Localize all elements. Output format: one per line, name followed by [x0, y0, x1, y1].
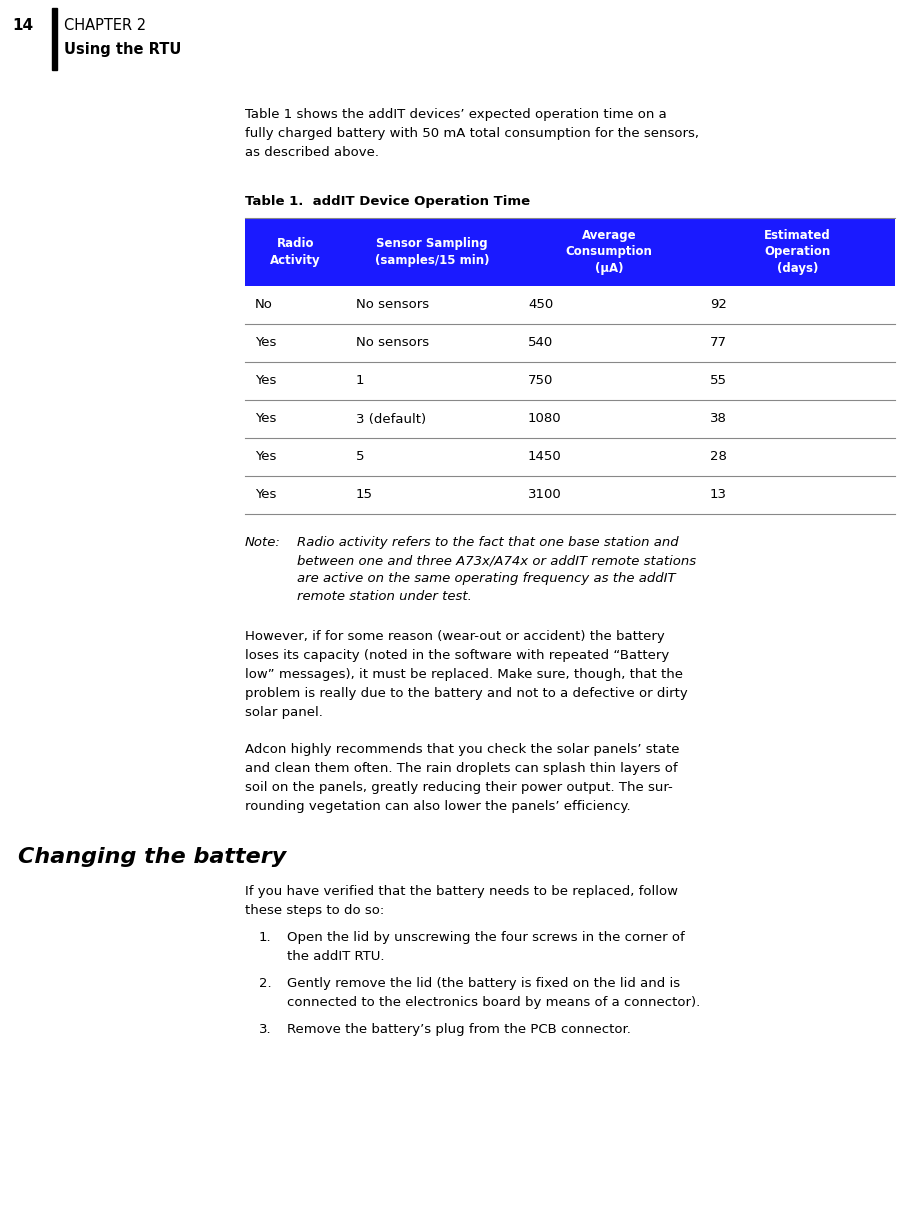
Text: 14: 14 [12, 18, 33, 33]
Text: Average
Consumption
(µA): Average Consumption (µA) [566, 229, 652, 275]
Text: Radio activity refers to the fact that one base station and: Radio activity refers to the fact that o… [297, 536, 679, 549]
Bar [245, 362, 895, 400]
Text: and clean them often. The rain droplets can splash thin layers of: and clean them often. The rain droplets … [245, 762, 678, 775]
Text: 77: 77 [710, 336, 727, 349]
Text: 13: 13 [710, 488, 727, 501]
Text: 1: 1 [356, 375, 364, 388]
Text: Gently remove the lid (the battery is fixed on the lid and is: Gently remove the lid (the battery is fi… [287, 977, 681, 991]
Text: No sensors: No sensors [356, 299, 429, 312]
Text: the addIT RTU.: the addIT RTU. [287, 950, 384, 963]
Text: Using the RTU: Using the RTU [64, 42, 181, 57]
Bar [245, 286, 895, 324]
Bar [245, 476, 895, 515]
Text: Yes: Yes [255, 488, 276, 501]
Bar [245, 324, 895, 362]
Text: Yes: Yes [255, 451, 276, 464]
Text: 540: 540 [528, 336, 553, 349]
Text: Adcon highly recommends that you check the solar panels’ state: Adcon highly recommends that you check t… [245, 743, 680, 756]
Text: 2.: 2. [259, 977, 271, 991]
Text: 92: 92 [710, 299, 727, 312]
Text: Yes: Yes [255, 375, 276, 388]
Text: Yes: Yes [255, 336, 276, 349]
Text: Table 1.  addIT Device Operation Time: Table 1. addIT Device Operation Time [245, 195, 530, 208]
Text: However, if for some reason (wear-out or accident) the battery: However, if for some reason (wear-out or… [245, 630, 665, 643]
Text: Yes: Yes [255, 412, 276, 425]
Text: 450: 450 [528, 299, 553, 312]
Text: 28: 28 [710, 451, 727, 464]
Text: 5: 5 [356, 451, 364, 464]
Text: Note:: Note: [245, 536, 281, 549]
Text: 3.: 3. [259, 1023, 271, 1036]
Text: Sensor Sampling
(samples/15 min): Sensor Sampling (samples/15 min) [374, 237, 489, 266]
Text: 15: 15 [356, 488, 373, 501]
Text: CHAPTER 2: CHAPTER 2 [64, 18, 146, 33]
Text: fully charged battery with 50 mA total consumption for the sensors,: fully charged battery with 50 mA total c… [245, 127, 699, 140]
Text: Table 1 shows the addIT devices’ expected operation time on a: Table 1 shows the addIT devices’ expecte… [245, 108, 667, 121]
Text: soil on the panels, greatly reducing their power output. The sur-: soil on the panels, greatly reducing the… [245, 781, 672, 794]
Text: 750: 750 [528, 375, 553, 388]
Text: loses its capacity (noted in the software with repeated “Battery: loses its capacity (noted in the softwar… [245, 649, 670, 662]
Bar [52, 8, 57, 70]
Text: 3100: 3100 [528, 488, 562, 501]
Text: problem is really due to the battery and not to a defective or dirty: problem is really due to the battery and… [245, 687, 688, 700]
Text: No: No [255, 299, 273, 312]
Text: Changing the battery: Changing the battery [18, 847, 286, 868]
Text: 3 (default): 3 (default) [356, 412, 425, 425]
Text: If you have verified that the battery needs to be replaced, follow: If you have verified that the battery ne… [245, 884, 678, 898]
Text: 38: 38 [710, 412, 727, 425]
Text: Radio
Activity: Radio Activity [270, 237, 321, 266]
Text: 1450: 1450 [528, 451, 562, 464]
Text: connected to the electronics board by means of a connector).: connected to the electronics board by me… [287, 997, 701, 1009]
Text: remote station under test.: remote station under test. [297, 590, 472, 602]
Bar [245, 437, 895, 476]
Text: as described above.: as described above. [245, 146, 379, 159]
Text: low” messages), it must be replaced. Make sure, though, that the: low” messages), it must be replaced. Mak… [245, 668, 683, 681]
Text: solar panel.: solar panel. [245, 706, 322, 719]
Text: are active on the same operating frequency as the addIT: are active on the same operating frequen… [297, 572, 676, 584]
Text: these steps to do so:: these steps to do so: [245, 904, 384, 917]
Text: 1080: 1080 [528, 412, 561, 425]
Text: between one and three A73x/A74x or addIT remote stations: between one and three A73x/A74x or addIT… [297, 554, 696, 568]
Bar [245, 218, 895, 286]
Text: 55: 55 [710, 375, 727, 388]
Text: Remove the battery’s plug from the PCB connector.: Remove the battery’s plug from the PCB c… [287, 1023, 631, 1036]
Text: rounding vegetation can also lower the panels’ efficiency.: rounding vegetation can also lower the p… [245, 800, 630, 813]
Text: Estimated
Operation
(days): Estimated Operation (days) [764, 229, 831, 275]
Bar [245, 400, 895, 437]
Text: Open the lid by unscrewing the four screws in the corner of: Open the lid by unscrewing the four scre… [287, 931, 685, 944]
Text: 1.: 1. [259, 931, 271, 944]
Text: No sensors: No sensors [356, 336, 429, 349]
